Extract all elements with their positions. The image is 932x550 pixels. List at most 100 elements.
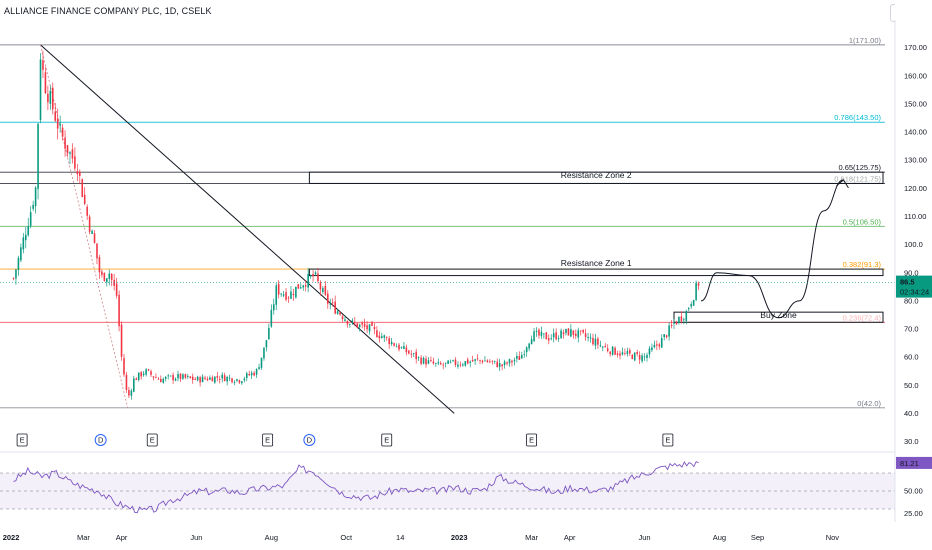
x-tick-label: Apr (116, 533, 128, 542)
candle-body (137, 372, 140, 380)
candle-body (550, 338, 553, 339)
earnings-marker-label: E (665, 436, 670, 445)
candle-body (47, 93, 49, 103)
candle-body (631, 354, 634, 360)
candle-body (609, 351, 611, 355)
candle-body (538, 329, 540, 336)
trendline (40, 44, 455, 414)
candle-body (555, 332, 557, 340)
candle-body (54, 111, 57, 121)
candle-body (675, 322, 678, 325)
chart-title: ALLIANCE FINANCE COMPANY PLC, 1D, CSELK (4, 6, 212, 16)
candle-body (395, 346, 398, 348)
candle-body (638, 355, 641, 360)
candle-body (140, 372, 142, 377)
candle-body (125, 374, 128, 390)
candle-body (557, 338, 560, 339)
earnings-marker-label: E (265, 436, 270, 445)
candle-body (319, 282, 322, 290)
rsi-pane (0, 460, 895, 514)
earnings-marker (146, 433, 158, 447)
candle-body (56, 118, 59, 129)
candle-body (145, 369, 147, 375)
candle-body (307, 273, 309, 288)
rsi-badge (896, 456, 932, 469)
candle-body (466, 359, 469, 364)
candle-body (282, 294, 285, 296)
candle-body (589, 337, 592, 339)
candle-body (670, 325, 673, 326)
candle-body (449, 361, 452, 363)
zone-box (308, 171, 884, 184)
projection-path (700, 179, 844, 319)
candle-body (405, 347, 408, 353)
candle-body (582, 329, 584, 333)
dividend-marker (94, 434, 107, 446)
candle-body (378, 335, 381, 339)
candle-body (265, 340, 268, 348)
candle-body (108, 273, 111, 279)
candle-body (297, 284, 300, 289)
candle-body (543, 333, 545, 335)
candle-body (621, 352, 624, 355)
candle-body (516, 355, 518, 359)
fib-level-label: 0.5(106.50) (843, 217, 882, 226)
candle-body (415, 351, 417, 360)
candle-body (184, 374, 187, 378)
fib-level-label: 0.382(91.3) (843, 260, 882, 269)
candle-body (606, 348, 609, 352)
candle-body (243, 378, 246, 381)
candle-body (24, 234, 27, 241)
candle-body (474, 359, 476, 361)
candle-body (636, 352, 638, 354)
candle-body (506, 362, 508, 364)
candle-body (462, 364, 464, 366)
candle-body (167, 375, 169, 377)
candle-body (683, 319, 685, 321)
candle-body (678, 316, 680, 323)
candle-body (646, 354, 648, 358)
candle-body (336, 311, 339, 314)
candle-body (334, 301, 336, 314)
candle-body (169, 375, 172, 377)
candle-body (44, 72, 47, 94)
candle-body (444, 362, 447, 364)
fib-level-label: 0.786(143.50) (834, 113, 881, 122)
candle-body (513, 360, 516, 362)
y-tick-label: 120.00 (904, 184, 927, 193)
x-tick-label: Mar (77, 533, 90, 542)
candle-body (245, 373, 248, 379)
price-badge (896, 275, 932, 298)
candle-body (162, 378, 165, 383)
candle-body (381, 336, 383, 339)
candle-body (17, 257, 20, 270)
candle-body (658, 344, 661, 347)
candle-body (643, 356, 646, 358)
candle-body (685, 311, 688, 321)
zone-box (308, 268, 884, 277)
candle-body (481, 360, 484, 363)
candle-body (587, 336, 589, 338)
candle-body (403, 346, 405, 349)
candle-body (295, 286, 297, 298)
x-tick-label: Aug (713, 533, 726, 542)
candle-body (61, 127, 64, 137)
candle-body (76, 171, 79, 175)
candle-body (123, 358, 125, 375)
candle-body (118, 294, 120, 327)
y-tick-label: 100.0 (904, 240, 923, 249)
candle-body (304, 285, 307, 287)
earnings-marker (16, 433, 28, 447)
candle-body (106, 278, 108, 283)
candle-body (280, 293, 282, 295)
candle-body (34, 187, 37, 207)
y-tick-label: 150.00 (904, 99, 927, 108)
candle-body (393, 343, 395, 346)
candle-body (651, 347, 653, 351)
x-tick-label: 14 (396, 533, 404, 542)
candle-body (135, 378, 138, 380)
candle-body (12, 278, 15, 279)
candle-body (179, 373, 182, 380)
candle-body (260, 357, 263, 368)
